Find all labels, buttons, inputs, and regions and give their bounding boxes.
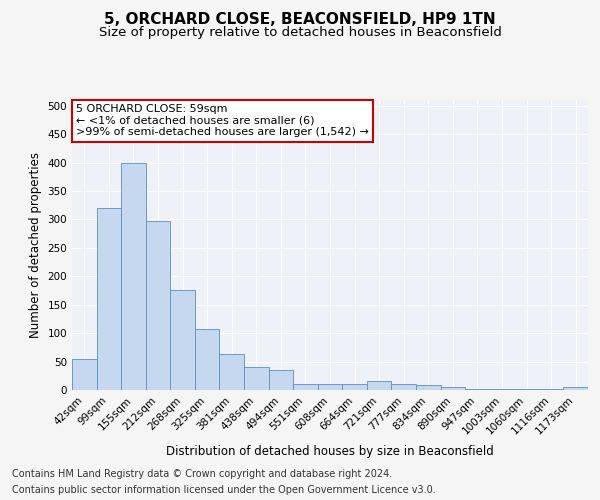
Bar <box>367 382 391 390</box>
Bar <box>416 386 440 390</box>
Bar <box>97 208 121 390</box>
Bar <box>342 384 367 390</box>
X-axis label: Distribution of detached houses by size in Beaconsfield: Distribution of detached houses by size … <box>166 444 494 458</box>
Text: Contains public sector information licensed under the Open Government Licence v3: Contains public sector information licen… <box>12 485 436 495</box>
Bar <box>170 290 195 390</box>
Bar <box>391 384 416 390</box>
Text: 5, ORCHARD CLOSE, BEACONSFIELD, HP9 1TN: 5, ORCHARD CLOSE, BEACONSFIELD, HP9 1TN <box>104 12 496 28</box>
Text: Size of property relative to detached houses in Beaconsfield: Size of property relative to detached ho… <box>98 26 502 39</box>
Bar <box>146 221 170 390</box>
Y-axis label: Number of detached properties: Number of detached properties <box>29 152 42 338</box>
Bar <box>440 387 465 390</box>
Bar <box>195 329 220 390</box>
Text: 5 ORCHARD CLOSE: 59sqm
← <1% of detached houses are smaller (6)
>99% of semi-det: 5 ORCHARD CLOSE: 59sqm ← <1% of detached… <box>76 104 369 138</box>
Bar <box>293 384 318 390</box>
Bar <box>72 358 97 390</box>
Bar <box>318 384 342 390</box>
Bar <box>465 389 490 390</box>
Text: Contains HM Land Registry data © Crown copyright and database right 2024.: Contains HM Land Registry data © Crown c… <box>12 469 392 479</box>
Bar <box>244 368 269 390</box>
Bar <box>563 386 588 390</box>
Bar <box>269 370 293 390</box>
Bar <box>220 354 244 390</box>
Bar <box>121 162 146 390</box>
